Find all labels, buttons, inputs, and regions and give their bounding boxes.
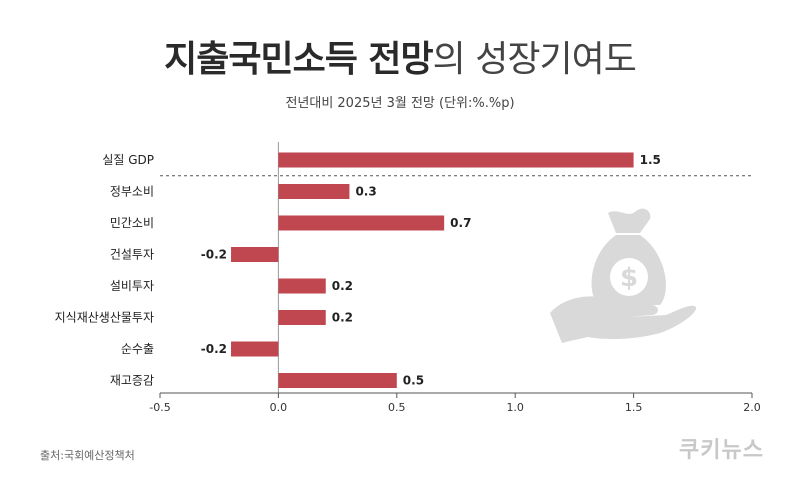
value-label: 1.5	[640, 153, 661, 167]
category-label: 설비투자	[110, 279, 154, 293]
chart-title: 지출국민소득 전망의 성장기여도	[0, 30, 800, 82]
bar	[278, 215, 445, 231]
category-label: 실질 GDP	[102, 153, 154, 167]
category-label: 순수출	[121, 342, 154, 356]
x-tick-label: 1.5	[625, 401, 643, 414]
title-bold: 지출국민소득 전망	[164, 39, 433, 80]
category-label: 민간소비	[110, 216, 154, 230]
bar	[278, 310, 326, 325]
value-label: -0.2	[201, 342, 227, 356]
x-tick-label: 0.5	[388, 401, 406, 414]
category-label: 건설투자	[110, 248, 154, 262]
category-label: 지식재산생산물투자	[55, 311, 154, 325]
source-note: 출처:국회예산정책처	[40, 449, 135, 462]
category-label: 정부소비	[110, 185, 154, 199]
x-tick-label: 1.0	[506, 401, 524, 414]
value-label: 0.5	[403, 374, 424, 388]
value-label: 0.2	[332, 279, 353, 293]
x-tick-label: -0.5	[149, 401, 170, 414]
chart-subtitle: 전년대비 2025년 3월 전망 (단위:%.%p)	[285, 96, 515, 111]
category-label: 재고증감	[110, 374, 154, 388]
x-tick-label: 2.0	[743, 401, 761, 414]
bar	[278, 278, 326, 294]
bar	[278, 152, 634, 168]
bar	[231, 341, 279, 357]
value-label: 0.3	[355, 185, 376, 199]
bar	[278, 373, 397, 388]
bar	[278, 184, 350, 199]
value-label: 0.7	[450, 216, 471, 230]
value-label: 0.2	[332, 311, 353, 325]
x-tick-label: 0.0	[270, 401, 288, 414]
bar	[231, 247, 279, 262]
svg-text:$: $	[620, 263, 638, 293]
value-label: -0.2	[201, 248, 227, 262]
brand-logo: 쿠키뉴스	[679, 438, 764, 463]
title-light: 의 성장기여도	[432, 39, 637, 80]
money-bag-on-hand-icon: $	[550, 208, 697, 343]
